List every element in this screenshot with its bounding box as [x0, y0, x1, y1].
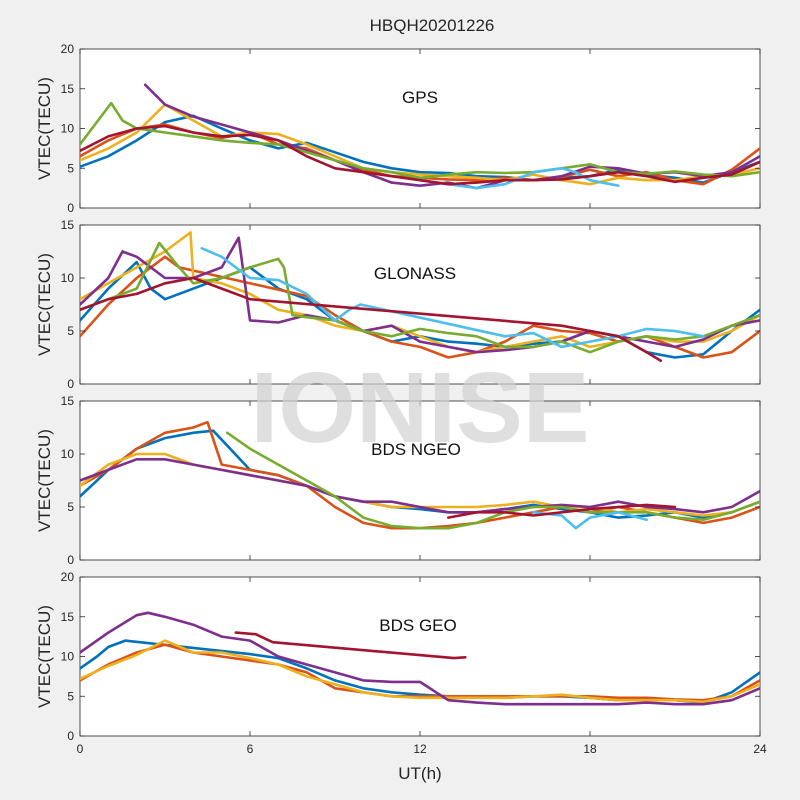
- y-axis-label: VTEC(TECU): [35, 429, 54, 532]
- panel-3: 0 5 10 15 20 VTEC(TECU) BDS GEO 0 6 12 18 24: [35, 570, 767, 756]
- series-line-4: [80, 101, 760, 180]
- y-axis-label: VTEC(TECU): [35, 253, 54, 356]
- y-tick-label: 5: [67, 500, 74, 514]
- y-tick-label: 0: [67, 377, 74, 391]
- series-line-3: [80, 236, 760, 354]
- y-tick-label: 5: [67, 689, 74, 703]
- x-tick-label: 24: [753, 742, 767, 756]
- series-line-1: [80, 255, 760, 359]
- constellation-label: BDS GEO: [379, 616, 456, 635]
- x-tick-label: 18: [583, 742, 597, 756]
- constellation-label: GPS: [402, 88, 438, 107]
- y-axis-label: VTEC(TECU): [35, 77, 54, 180]
- y-tick-label: 15: [61, 394, 75, 408]
- y-tick-label: 20: [61, 42, 75, 56]
- watermark: IONISE: [251, 352, 590, 464]
- series-group: [80, 231, 760, 362]
- series-line-6: [80, 276, 663, 362]
- y-axis-label: VTEC(TECU): [35, 605, 54, 708]
- y-tick-label: 15: [61, 610, 75, 624]
- series-line-5: [200, 247, 705, 349]
- plot-area: [79, 224, 761, 385]
- series-line-6: [80, 124, 760, 186]
- y-tick-label: 15: [61, 218, 75, 232]
- series-line-2: [80, 639, 760, 704]
- y-tick-label: 0: [67, 729, 74, 743]
- series-line-3: [80, 458, 760, 514]
- y-tick-label: 5: [67, 161, 74, 175]
- panel-1: 0 5 10 15 VTEC(TECU) GLONASS: [35, 218, 761, 391]
- constellation-label: GLONASS: [374, 264, 456, 283]
- figure-title: HBQH20201226: [370, 16, 495, 35]
- y-tick-label: 0: [67, 201, 74, 215]
- plot-area: [79, 576, 761, 737]
- panel-2: 0 5 10 15 VTEC(TECU) BDS NGEO: [35, 394, 761, 567]
- y-tick-label: 10: [61, 122, 75, 136]
- plot-area: [79, 400, 761, 561]
- panels: 0 5 10 15 20 VTEC(TECU) GPS 0 5 10 15 VTEC(TECU) GLO…: [35, 42, 767, 756]
- x-tick-label: 0: [77, 742, 84, 756]
- x-tick-label: 12: [413, 742, 427, 756]
- x-axis-label: UT(h): [398, 764, 441, 783]
- series-line-0: [80, 429, 760, 519]
- series-line-6: [447, 503, 677, 519]
- y-tick-label: 20: [61, 570, 75, 584]
- panel-0: 0 5 10 15 20 VTEC(TECU) GPS: [35, 42, 761, 215]
- series-line-4: [80, 241, 760, 354]
- series-group: [80, 420, 760, 530]
- constellation-label: BDS NGEO: [371, 440, 461, 459]
- series-line-4: [234, 631, 467, 660]
- series-line-3: [80, 611, 760, 706]
- y-tick-label: 5: [67, 324, 74, 338]
- y-tick-label: 0: [67, 553, 74, 567]
- y-tick-label: 10: [61, 271, 75, 285]
- y-tick-label: 10: [61, 447, 75, 461]
- series-line-5: [532, 510, 648, 530]
- series-line-0: [80, 260, 760, 359]
- series-group: [80, 611, 760, 706]
- series-line-2: [80, 103, 760, 186]
- x-tick-label: 6: [247, 742, 254, 756]
- y-tick-label: 10: [61, 650, 75, 664]
- series-line-4: [226, 431, 760, 530]
- y-tick-label: 15: [61, 82, 75, 96]
- series-group: [80, 83, 760, 190]
